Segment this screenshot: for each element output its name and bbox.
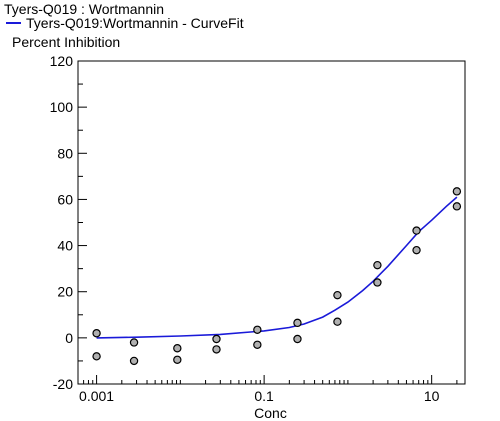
y-tick-label: 60 [57, 191, 73, 207]
y-tick-label: 80 [57, 145, 73, 161]
plot-frame [77, 60, 466, 385]
data-point [452, 202, 462, 211]
data-point [212, 345, 221, 354]
data-point [293, 318, 302, 328]
y-tick-label: 100 [50, 99, 74, 115]
data-point [129, 356, 139, 366]
y-tick-label: 40 [57, 238, 73, 254]
data-point [333, 290, 342, 300]
y-tick-label: 20 [57, 284, 73, 300]
chart-title: Tyers-Q019 : Wortmannin [4, 1, 165, 17]
data-point [253, 340, 262, 349]
data-point [173, 344, 182, 353]
data-point [129, 338, 139, 347]
data-point [253, 325, 262, 334]
legend-line-swatch [6, 22, 21, 24]
y-tick-label: -20 [53, 376, 73, 392]
data-point [452, 187, 462, 196]
y-axis-title: Percent Inhibition [12, 34, 121, 50]
x-tick-label: 0.1 [254, 388, 274, 404]
data-point [212, 334, 221, 344]
data-point [412, 245, 421, 255]
y-tick-label: 0 [65, 330, 73, 346]
data-point [173, 355, 182, 364]
x-tick-label: 0.001 [79, 388, 114, 404]
x-axis-title: Conc [254, 405, 287, 421]
data-point [412, 226, 421, 235]
legend-entry: Tyers-Q019:Wortmannin - CurveFit [6, 15, 244, 31]
data-point [373, 260, 382, 270]
data-point [293, 334, 302, 344]
legend-label: Tyers-Q019:Wortmannin - CurveFit [26, 15, 244, 31]
data-point [92, 352, 101, 361]
y-tick-label: 120 [50, 53, 74, 69]
curve-fit-line [96, 196, 458, 339]
x-tick-label: 10 [424, 388, 440, 404]
data-point [333, 317, 342, 326]
data-point [92, 329, 101, 338]
data-point [373, 278, 382, 287]
